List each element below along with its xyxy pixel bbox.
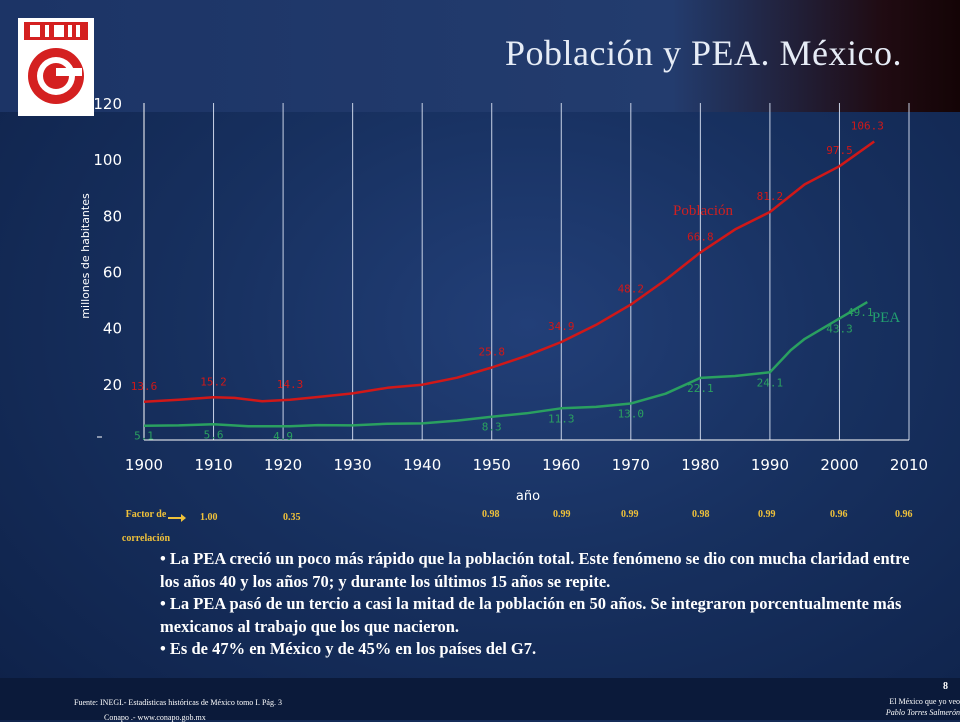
credit-title: El México que yo veo: [889, 697, 960, 706]
data-label: 25.8: [478, 346, 505, 359]
series-line: [143, 301, 868, 428]
correlation-label-line1: Factor de: [125, 509, 167, 520]
correlation-value: 0.99: [621, 509, 639, 520]
data-label: 15.2: [200, 375, 227, 388]
title-band: [0, 0, 960, 112]
x-tick-label: 1950: [473, 456, 511, 474]
correlation-label: Factor de correlación: [104, 503, 188, 551]
bullet-text: La PEA pasó de un tercio a casi la mitad…: [160, 594, 902, 636]
bullet-text: Es de 47% en México y de 45% en los país…: [169, 639, 537, 658]
data-label: 106.3: [851, 119, 884, 132]
x-tick-label: 1960: [542, 456, 580, 474]
y-tick-label: 120: [93, 95, 122, 113]
x-tick-label: 2000: [820, 456, 858, 474]
data-label: 43.3: [826, 322, 853, 335]
x-tick-label: 2010: [890, 456, 928, 474]
x-tick-label: 1930: [334, 456, 372, 474]
y-tick-label: 40: [103, 320, 122, 338]
x-tick-label: 1980: [681, 456, 719, 474]
data-label: 5.1: [134, 430, 154, 443]
series-label-poblacion: Población: [673, 203, 733, 219]
data-label: 97.5: [826, 144, 853, 157]
data-label: 13.6: [131, 380, 158, 393]
series-label-pea: PEA: [872, 310, 901, 326]
cicm-logo-icon: [24, 22, 88, 104]
correlation-value: 0.98: [482, 509, 500, 520]
data-label: 34.9: [548, 320, 575, 333]
data-label: 81.2: [757, 190, 784, 203]
y-tick-label: 100: [93, 151, 122, 169]
correlation-value: 0.96: [895, 509, 913, 520]
data-label: 49.1: [847, 306, 874, 319]
page-number: 8: [943, 681, 948, 692]
correlation-value: 0.99: [553, 509, 571, 520]
x-axis-title: año: [516, 489, 540, 500]
y-tick-label: 20: [103, 376, 122, 394]
bullet-item: • Es de 47% en México y de 45% en los pa…: [160, 639, 537, 658]
cicm-logo: [18, 18, 94, 116]
y-tick-label: 60: [103, 264, 122, 282]
data-label: 14.3: [277, 378, 304, 391]
bullet-text: La PEA creció un poco más rápido que la …: [160, 549, 910, 591]
correlation-label-line2: correlación: [121, 533, 171, 544]
footer-band: [0, 678, 960, 720]
data-label: 66.8: [687, 230, 714, 243]
data-label: 22.1: [687, 382, 714, 395]
arrow-right-icon: [168, 514, 186, 522]
line-chart: 1900 1910 1920 1930 1940 1950 1960 1970 1980 1990…: [79, 95, 928, 500]
data-label: 11.3: [548, 412, 575, 425]
correlation-value: 0.35: [283, 512, 301, 523]
credit-author: Pablo Torres Salmerón: [885, 708, 960, 717]
y-axis-title: millones de habitantes: [79, 193, 92, 319]
correlation-value: 0.96: [830, 509, 848, 520]
bullet-item: • La PEA pasó de un tercio a casi la mit…: [160, 594, 902, 636]
source-note-2: Conapo .- www.conapo.gob.mx: [104, 713, 206, 722]
y-tick-label: 80: [103, 207, 122, 225]
correlation-value: 0.98: [692, 509, 710, 520]
x-tick-label: 1990: [751, 456, 789, 474]
correlation-value: 1.00: [200, 512, 218, 523]
data-label: 4.9: [273, 430, 293, 443]
x-tick-label: 1910: [194, 456, 232, 474]
bullet-item: • La PEA creció un poco más rápido que l…: [160, 549, 910, 591]
data-label: 48.2: [618, 283, 645, 296]
x-tick-label: 1900: [125, 456, 163, 474]
x-tick-label: 1970: [612, 456, 650, 474]
data-label: 5.6: [204, 428, 224, 441]
bullet-list: • La PEA creció un poco más rápido que l…: [160, 548, 920, 661]
data-label: 13.0: [618, 407, 645, 420]
x-tick-label: 1940: [403, 456, 441, 474]
series-line: [143, 140, 875, 404]
slide-title: Población y PEA. México.: [505, 33, 902, 73]
x-tick-label: 1920: [264, 456, 302, 474]
data-label: 8.3: [482, 421, 502, 434]
source-note: Fuente: INEGI.- Estadísticas históricas …: [74, 698, 282, 707]
correlation-value: 0.99: [758, 509, 776, 520]
data-label: 24.1: [757, 376, 784, 389]
